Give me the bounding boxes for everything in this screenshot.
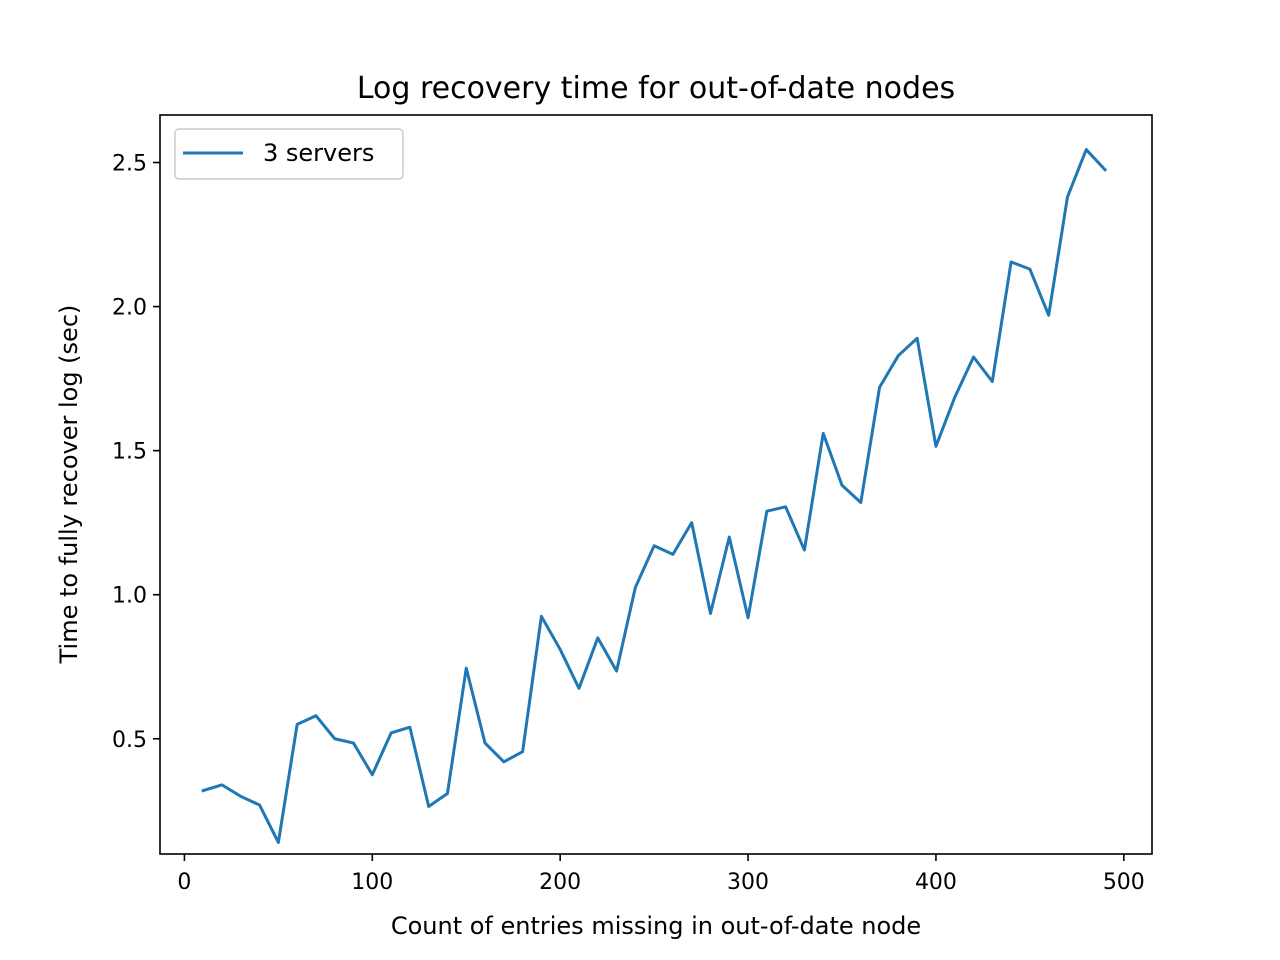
x-tick-label: 0 xyxy=(177,870,191,895)
y-tick-label: 2.5 xyxy=(112,152,147,177)
x-axis: 0 100 200 300 400 500 xyxy=(177,854,1145,895)
plot-area xyxy=(201,148,1108,844)
x-tick-label: 300 xyxy=(727,870,769,895)
y-axis: 0.5 1.0 1.5 2.0 2.5 xyxy=(112,152,160,753)
series-line-0 xyxy=(201,148,1108,844)
y-tick-label: 1.5 xyxy=(112,440,147,465)
y-tick-label: 2.0 xyxy=(112,296,147,321)
x-axis-label: Count of entries missing in out-of-date … xyxy=(391,912,921,940)
x-tick-label: 200 xyxy=(539,870,581,895)
y-tick-label: 1.0 xyxy=(112,584,147,609)
chart-title: Log recovery time for out-of-date nodes xyxy=(357,71,955,106)
y-axis-label: Time to fully recover log (sec) xyxy=(55,305,83,665)
legend-box xyxy=(174,128,404,180)
axes-frame xyxy=(159,114,1153,855)
x-tick-label: 100 xyxy=(351,870,393,895)
x-tick-label: 500 xyxy=(1103,870,1145,895)
y-tick-label: 0.5 xyxy=(112,728,147,753)
legend-label: 3 servers xyxy=(263,139,374,167)
legend: 3 servers xyxy=(174,128,404,180)
x-tick-label: 400 xyxy=(915,870,957,895)
